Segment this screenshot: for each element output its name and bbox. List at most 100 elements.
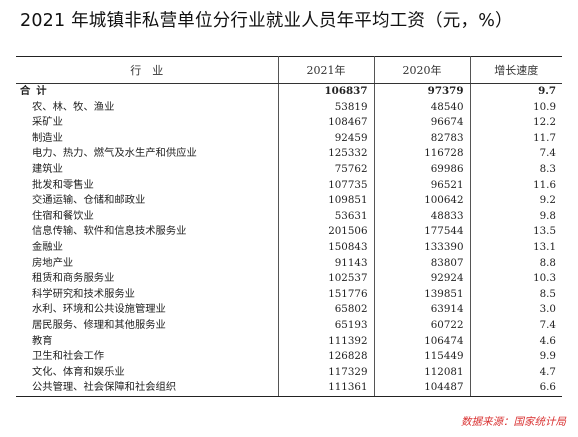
table-row: 文化、体育和娱乐业 117329 112081 4.7 bbox=[16, 364, 562, 381]
wage-2020-cell: 112081 bbox=[374, 364, 471, 381]
wage-2021-cell: 92459 bbox=[278, 130, 375, 147]
industry-cell: 制造业 bbox=[16, 130, 279, 147]
wage-2021-cell: 126828 bbox=[278, 349, 375, 365]
table-row: 居民服务、修理和其他服务业 65193 60722 7.4 bbox=[16, 317, 562, 334]
industry-cell: 农、林、牧、渔业 bbox=[16, 99, 279, 116]
total-growth: 9.7 bbox=[538, 85, 556, 97]
wage-2021-cell: 151776 bbox=[278, 286, 375, 303]
growth-cell: 9.9 bbox=[539, 350, 556, 363]
wage-2021-cell: 108467 bbox=[278, 115, 375, 131]
table-row: 电力、热力、燃气及水生产和供应业 125332 116728 7.4 bbox=[16, 146, 562, 162]
wage-2021-cell: 65193 bbox=[278, 317, 375, 334]
industry-cell: 批发和零售业 bbox=[16, 177, 279, 194]
wage-2021-cell: 150843 bbox=[278, 239, 375, 256]
table-row: 公共管理、社会保障和社会组织 111361 104487 6.6 bbox=[16, 380, 562, 397]
industry-cell: 居民服务、修理和其他服务业 bbox=[16, 317, 279, 334]
wage-2021-cell: 117329 bbox=[278, 364, 375, 381]
page-title: 2021 年城镇非私营单位分行业就业人员年平均工资（元，%） bbox=[20, 11, 513, 31]
wage-2020-cell: 177544 bbox=[374, 224, 471, 240]
table-row: 信息传输、软件和信息技术服务业 201506 177544 13.5 bbox=[16, 224, 562, 240]
industry-cell: 卫生和社会工作 bbox=[16, 349, 279, 365]
wage-2020-cell: 60722 bbox=[374, 317, 471, 334]
growth-cell: 11.6 bbox=[533, 178, 556, 191]
growth-cell: 10.3 bbox=[533, 272, 556, 285]
industry-cell: 金融业 bbox=[16, 239, 279, 256]
wage-2021-cell: 102537 bbox=[278, 271, 375, 287]
wage-2021-cell: 53631 bbox=[278, 208, 375, 225]
table-row: 金融业 150843 133390 13.1 bbox=[16, 239, 562, 256]
wage-2021-cell: 125332 bbox=[278, 146, 375, 162]
wage-2020-cell: 82783 bbox=[374, 130, 471, 147]
growth-cell: 12.2 bbox=[533, 116, 556, 129]
table-row: 科学研究和技术服务业 151776 139851 8.5 bbox=[16, 286, 562, 303]
data-source: 数据来源：国家统计局 bbox=[461, 416, 566, 428]
table-row: 房地产业 91143 83807 8.8 bbox=[16, 255, 562, 272]
growth-cell: 8.3 bbox=[539, 162, 556, 175]
industry-cell: 文化、体育和娱乐业 bbox=[16, 364, 279, 381]
industry-cell: 房地产业 bbox=[16, 255, 279, 272]
wage-2020-cell: 116728 bbox=[374, 146, 471, 162]
wage-2021-cell: 91143 bbox=[278, 255, 375, 272]
growth-cell: 9.2 bbox=[539, 194, 556, 207]
wage-2020-cell: 100642 bbox=[374, 193, 471, 209]
wage-2020-cell: 96674 bbox=[374, 115, 471, 131]
wage-2021-cell: 107735 bbox=[278, 177, 375, 194]
table-row: 采矿业 108467 96674 12.2 bbox=[16, 115, 562, 131]
wage-2020-cell: 48833 bbox=[374, 208, 471, 225]
wage-2020-cell: 83807 bbox=[374, 255, 471, 272]
growth-cell: 4.7 bbox=[539, 365, 556, 378]
growth-cell: 13.1 bbox=[533, 240, 556, 253]
industry-cell: 信息传输、软件和信息技术服务业 bbox=[16, 224, 279, 240]
wage-2020-cell: 48540 bbox=[374, 99, 471, 116]
wage-2020-cell: 63914 bbox=[374, 302, 471, 318]
table-body: 合计 106837 97379 9.7 农、林、牧、渔业 53819 48540 10… bbox=[16, 83, 562, 397]
growth-cell: 10.9 bbox=[533, 100, 556, 113]
total-label: 合计 bbox=[16, 83, 279, 100]
wage-2020-cell: 133390 bbox=[374, 239, 471, 256]
total-row: 合计 106837 97379 9.7 bbox=[16, 83, 562, 100]
wage-2021-cell: 109851 bbox=[278, 193, 375, 209]
industry-cell: 交通运输、仓储和邮政业 bbox=[16, 193, 279, 209]
wage-2020-cell: 96521 bbox=[374, 177, 471, 194]
table-row: 卫生和社会工作 126828 115449 9.9 bbox=[16, 349, 562, 365]
table-row: 租赁和商务服务业 102537 92924 10.3 bbox=[16, 271, 562, 287]
wage-2020-cell: 69986 bbox=[374, 161, 471, 178]
industry-cell: 电力、热力、燃气及水生产和供应业 bbox=[16, 146, 279, 162]
industry-cell: 公共管理、社会保障和社会组织 bbox=[16, 380, 279, 397]
total-2020: 97379 bbox=[374, 83, 471, 100]
table-row: 批发和零售业 107735 96521 11.6 bbox=[16, 177, 562, 194]
wage-2020-cell: 139851 bbox=[374, 286, 471, 303]
wage-2021-cell: 111392 bbox=[278, 333, 375, 350]
header-2021: 2021年 bbox=[278, 56, 375, 84]
total-2021: 106837 bbox=[278, 83, 375, 100]
wage-2021-cell: 65802 bbox=[278, 302, 375, 318]
table-row: 制造业 92459 82783 11.7 bbox=[16, 130, 562, 147]
wage-2021-cell: 111361 bbox=[278, 380, 375, 397]
table-header-row: 行 业 2021年 2020年 增长速度 bbox=[16, 56, 562, 84]
table-row: 住宿和餐饮业 53631 48833 9.8 bbox=[16, 208, 562, 225]
growth-cell: 3.0 bbox=[539, 303, 556, 316]
growth-cell: 8.5 bbox=[539, 287, 556, 300]
table-row: 交通运输、仓储和邮政业 109851 100642 9.2 bbox=[16, 193, 562, 209]
wage-2020-cell: 92924 bbox=[374, 271, 471, 287]
wage-2021-cell: 53819 bbox=[278, 99, 375, 116]
growth-cell: 9.8 bbox=[539, 209, 556, 222]
table-row: 水利、环境和公共设施管理业 65802 63914 3.0 bbox=[16, 302, 562, 318]
wage-2021-cell: 75762 bbox=[278, 161, 375, 178]
table-row: 教育 111392 106474 4.6 bbox=[16, 333, 562, 350]
wage-table: 行 业 2021年 2020年 增长速度 合计 106837 97379 9.7… bbox=[16, 56, 562, 397]
header-industry: 行 业 bbox=[16, 56, 279, 84]
wage-table-container: 行 业 2021年 2020年 增长速度 合计 106837 97379 9.7… bbox=[16, 56, 562, 397]
industry-cell: 水利、环境和公共设施管理业 bbox=[16, 302, 279, 318]
industry-cell: 科学研究和技术服务业 bbox=[16, 286, 279, 303]
growth-cell: 6.6 bbox=[470, 380, 562, 397]
growth-cell: 4.6 bbox=[539, 334, 556, 347]
growth-cell: 11.7 bbox=[533, 131, 556, 144]
growth-cell: 7.4 bbox=[539, 147, 556, 160]
industry-cell: 租赁和商务服务业 bbox=[16, 271, 279, 287]
growth-cell: 13.5 bbox=[533, 225, 556, 238]
header-growth: 增长速度 bbox=[470, 56, 562, 84]
growth-cell: 8.8 bbox=[539, 256, 556, 269]
growth-cell: 7.4 bbox=[539, 318, 556, 331]
table-row: 农、林、牧、渔业 53819 48540 10.9 bbox=[16, 99, 562, 116]
